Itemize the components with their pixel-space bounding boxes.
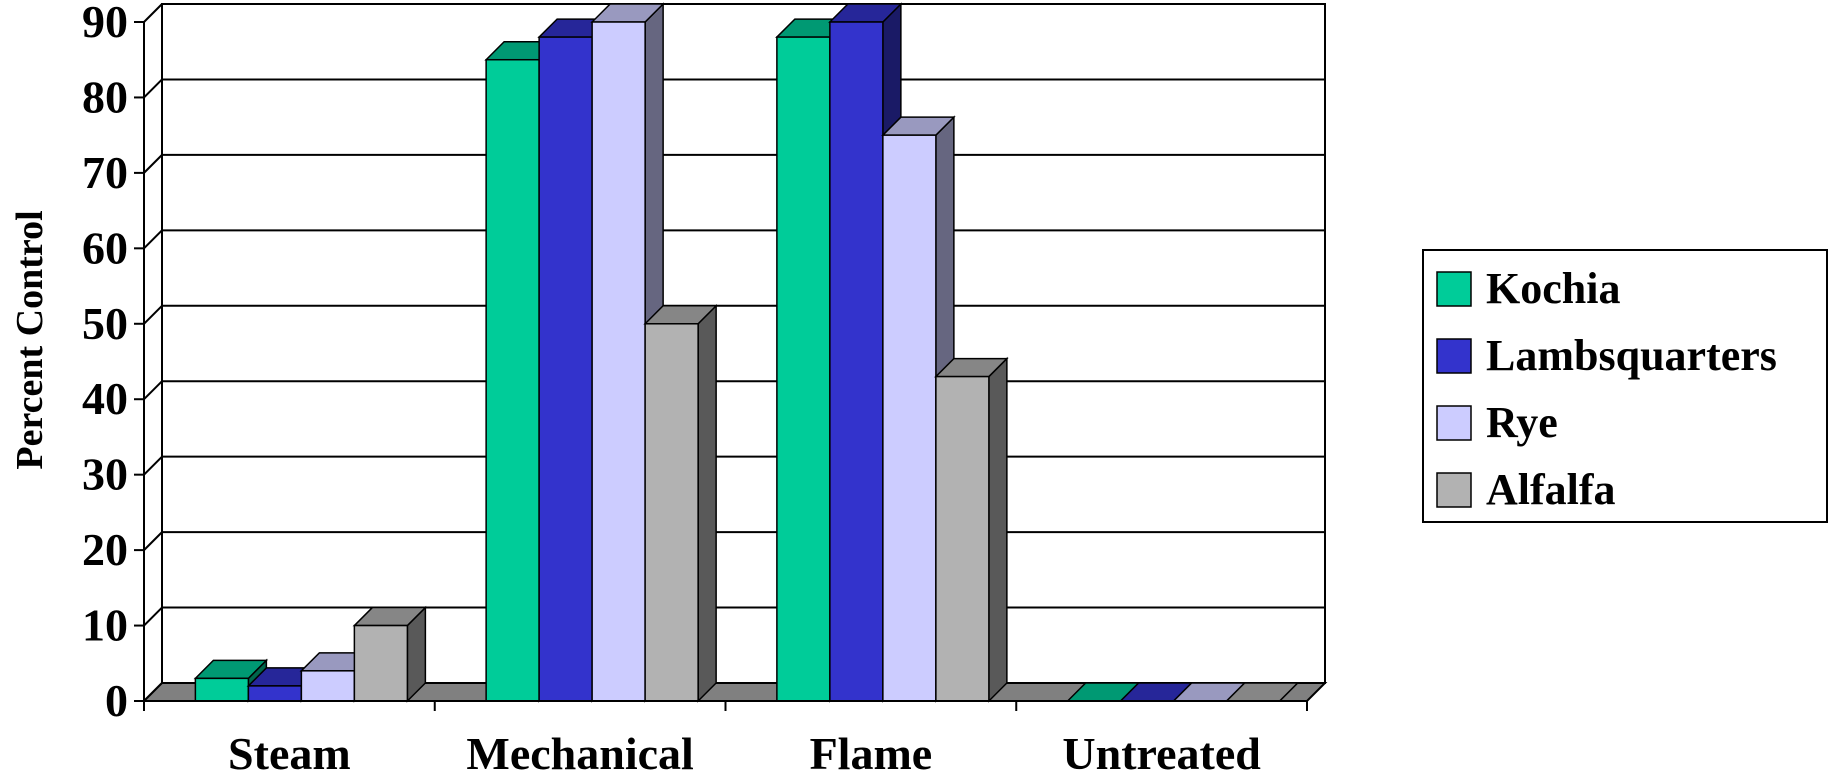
- bar-front: [591, 21, 646, 702]
- legend-item-alfalfa: Alfalfa: [1436, 465, 1616, 514]
- bars: [193, 2, 1300, 703]
- gridline-side: [143, 380, 163, 400]
- plot-area: [161, 3, 1326, 684]
- bar-front: [644, 323, 699, 702]
- gridlines: [143, 3, 1325, 702]
- x-category-label: Untreated: [1062, 728, 1261, 777]
- x-category-label: Flame: [810, 728, 933, 777]
- legend-swatch: [1436, 338, 1472, 374]
- gridline-side: [143, 606, 163, 627]
- legend-items: Kochia Lambsquarters Rye Alfalfa: [1436, 264, 1777, 514]
- axes: [134, 4, 1308, 711]
- bar-alfalfa-steam: [352, 605, 428, 703]
- legend-label: Rye: [1486, 398, 1558, 447]
- y-tick-label: 10: [82, 600, 128, 651]
- gridline-side: [143, 531, 163, 551]
- gridline-side: [143, 154, 163, 174]
- x-category-labels: Steam Mechanical Flame Untreated: [228, 728, 1261, 777]
- legend-label: Lambsquarters: [1486, 331, 1777, 380]
- bar-alfalfa-mechanical: [643, 303, 718, 703]
- legend-item-kochia: Kochia: [1436, 264, 1620, 313]
- bar-front: [353, 624, 409, 702]
- legend-swatch: [1436, 271, 1472, 307]
- legend-item-rye: Rye: [1436, 398, 1558, 447]
- bar-front: [776, 36, 831, 702]
- y-tick-label: 50: [82, 298, 128, 349]
- bar-front: [300, 670, 356, 702]
- bar-side: [988, 356, 1008, 703]
- x-category-label: Steam: [228, 728, 351, 777]
- bar-alfalfa-flame: [934, 356, 1009, 703]
- legend-box: [1422, 249, 1828, 523]
- legend-item-lambsquarters: Lambsquarters: [1436, 331, 1777, 380]
- bar-front: [538, 36, 593, 702]
- gridline-side: [143, 455, 163, 476]
- gridline-side: [143, 229, 163, 250]
- y-tick-label: 90: [82, 0, 128, 47]
- bar-front: [247, 685, 303, 702]
- y-tick-label: 70: [82, 147, 128, 198]
- bar-side: [697, 303, 717, 703]
- y-tick-label: 80: [82, 71, 128, 122]
- legend-label: Kochia: [1486, 264, 1620, 313]
- bar-front: [194, 677, 250, 702]
- legend-swatch: [1436, 405, 1472, 441]
- bar-front: [485, 58, 540, 702]
- bar-front: [829, 21, 884, 702]
- y-tick-label: 0: [105, 675, 128, 726]
- gridline-side: [143, 3, 163, 23]
- plot-back-wall: [161, 3, 1326, 684]
- bar-front: [882, 134, 937, 702]
- y-axis-title: Percent Control: [9, 210, 51, 469]
- y-tick-labels: 0 10 20 30 40 50 60 70 80 90: [82, 0, 128, 726]
- legend-label: Alfalfa: [1486, 465, 1616, 514]
- y-tick-label: 40: [82, 373, 128, 424]
- gridline-side: [143, 305, 163, 325]
- y-tick-label: 30: [82, 449, 128, 500]
- y-tick-label: 20: [82, 524, 128, 575]
- gridline-side: [143, 78, 163, 99]
- legend-swatch: [1436, 472, 1472, 508]
- x-category-label: Mechanical: [466, 728, 693, 777]
- bar-front: [935, 375, 990, 702]
- y-tick-label: 60: [82, 222, 128, 273]
- legend: Kochia Lambsquarters Rye Alfalfa: [1422, 249, 1828, 523]
